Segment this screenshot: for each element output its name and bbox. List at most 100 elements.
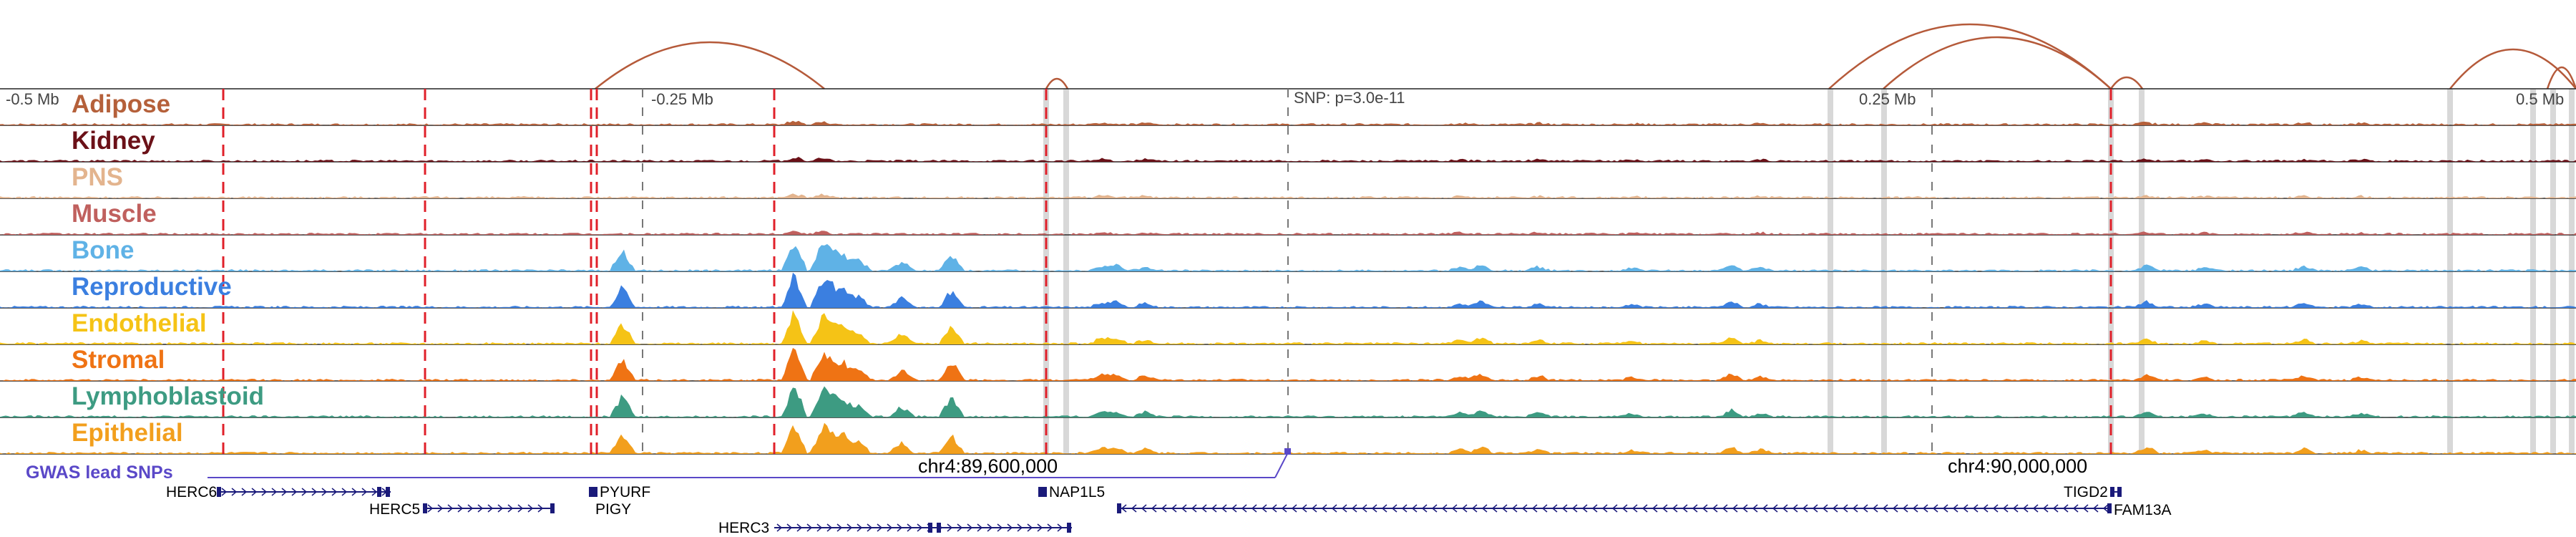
gene-strand-arrow — [1511, 504, 1518, 513]
gene-strand-arrow — [1551, 504, 1558, 513]
gene-label-pigy: PIGY — [595, 501, 631, 518]
gene-strand-arrow — [1401, 504, 1407, 513]
gene-strand-arrow — [351, 488, 358, 496]
gene-exon — [1117, 503, 1121, 513]
gene-strand-arrow — [1121, 504, 1127, 513]
gene-strand-arrow — [1471, 504, 1478, 513]
gene-strand-arrow — [887, 523, 893, 532]
gene-strand-arrow — [847, 523, 853, 532]
gene-strand-arrow — [1611, 504, 1618, 513]
gene-strand-arrow — [1591, 504, 1598, 513]
signal-track-reproductive — [0, 272, 2576, 309]
gene-strand-arrow — [301, 488, 308, 496]
gene-strand-arrow — [1692, 504, 1698, 513]
gene-strand-arrow — [1822, 504, 1828, 513]
scale-label-plus-0-25: 0.25 Mb — [1859, 90, 1916, 108]
scale-bar: -0.5 Mb -0.25 Mb 0.25 Mb 0.5 Mb SNP: p=3… — [6, 89, 2564, 108]
gene-strand-arrow — [826, 523, 833, 532]
gene-strand-arrow — [2102, 504, 2109, 513]
gene-model — [774, 523, 1072, 533]
gene-strand-arrow — [1641, 504, 1648, 513]
gene-model — [1117, 503, 2112, 513]
gene-strand-arrow — [1017, 523, 1023, 532]
gene-strand-arrow — [517, 504, 524, 513]
gene-strand-arrow — [2092, 504, 2099, 513]
track-label-epithelial: Epithelial — [72, 419, 183, 447]
signal-tracks — [0, 88, 2576, 455]
gene-strand-arrow — [1461, 504, 1468, 513]
gene-strand-arrow — [2032, 504, 2039, 513]
gene-model — [2110, 487, 2122, 497]
gene-strand-arrow — [1732, 504, 1738, 513]
gene-strand-arrow — [1561, 504, 1568, 513]
gene-strand-arrow — [1601, 504, 1608, 513]
gene-strand-arrow — [1912, 504, 1918, 513]
gene-exon — [1038, 487, 1043, 497]
gene-strand-arrow — [341, 488, 348, 496]
gene-strand-arrow — [1341, 504, 1347, 513]
gene-strand-arrow — [917, 523, 923, 532]
signal-area — [0, 157, 2576, 162]
gene-strand-arrow — [907, 523, 913, 532]
track-label-adipose: Adipose — [72, 90, 170, 118]
gene-strand-arrow — [1852, 504, 1858, 513]
gene-strand-arrow — [271, 488, 278, 496]
track-label-kidney: Kidney — [72, 127, 155, 155]
signal-area — [0, 193, 2576, 198]
chromatin-loop-arcs — [595, 23, 2576, 90]
gene-strand-arrow — [1491, 504, 1498, 513]
gene-strand-arrow — [867, 523, 873, 532]
gene-strand-arrow — [241, 488, 248, 496]
gene-strand-arrow — [977, 523, 983, 532]
track-label-pns: PNS — [72, 163, 123, 191]
gene-strand-arrow — [1291, 504, 1297, 513]
gene-strand-arrow — [1802, 504, 1808, 513]
gene-exon — [937, 523, 941, 533]
gene-strand-arrow — [1411, 504, 1418, 513]
gene-strand-arrow — [1241, 504, 1247, 513]
gene-strand-arrow — [1441, 504, 1448, 513]
chromatin-loop-arc — [2546, 66, 2576, 90]
gene-strand-arrow — [221, 488, 228, 496]
chromatin-loop-arc — [2449, 48, 2576, 90]
gene-strand-arrow — [437, 504, 444, 513]
signal-area — [0, 231, 2576, 235]
gene-strand-arrow — [1501, 504, 1508, 513]
gene-strand-arrow — [251, 488, 258, 496]
gene-label-herc5: HERC5 — [369, 501, 420, 518]
gene-exon — [423, 503, 427, 513]
gene-exon — [928, 523, 932, 533]
gene-strand-arrow — [877, 523, 883, 532]
gene-strand-arrow — [1141, 504, 1147, 513]
gene-strand-arrow — [2022, 504, 2029, 513]
gene-strand-arrow — [1792, 504, 1798, 513]
gene-strand-arrow — [1702, 504, 1708, 513]
gene-strand-arrow — [1962, 504, 1968, 513]
gwas-lead-snp-marker — [1284, 448, 1291, 455]
gene-strand-arrow — [1712, 504, 1718, 513]
gene-strand-arrow — [987, 523, 993, 532]
gwas-lead-snp-track: GWAS lead SNPs — [26, 448, 1291, 483]
gwas-connector-diagonal — [1274, 452, 1289, 478]
signal-track-endothelial — [0, 310, 2576, 345]
gene-exon — [2110, 487, 2114, 497]
gene-exon — [217, 487, 221, 497]
gene-strand-arrow — [1742, 504, 1748, 513]
gene-strand-arrow — [1421, 504, 1428, 513]
gene-strand-arrow — [1191, 504, 1197, 513]
gene-strand-arrow — [1882, 504, 1888, 513]
gene-strand-arrow — [1007, 523, 1013, 532]
gene-strand-arrow — [1281, 504, 1287, 513]
gene-strand-arrow — [1261, 504, 1267, 513]
gene-label-fam13a: FAM13A — [2114, 502, 2172, 518]
gene-strand-arrow — [1531, 504, 1538, 513]
gene-model — [217, 487, 391, 497]
gene-strand-arrow — [786, 523, 793, 532]
gene-strand-arrow — [1842, 504, 1848, 513]
gene-strand-arrow — [776, 523, 783, 532]
gene-strand-arrow — [1047, 523, 1053, 532]
gene-strand-arrow — [447, 504, 454, 513]
gene-strand-arrow — [1902, 504, 1908, 513]
gene-strand-arrow — [2082, 504, 2089, 513]
